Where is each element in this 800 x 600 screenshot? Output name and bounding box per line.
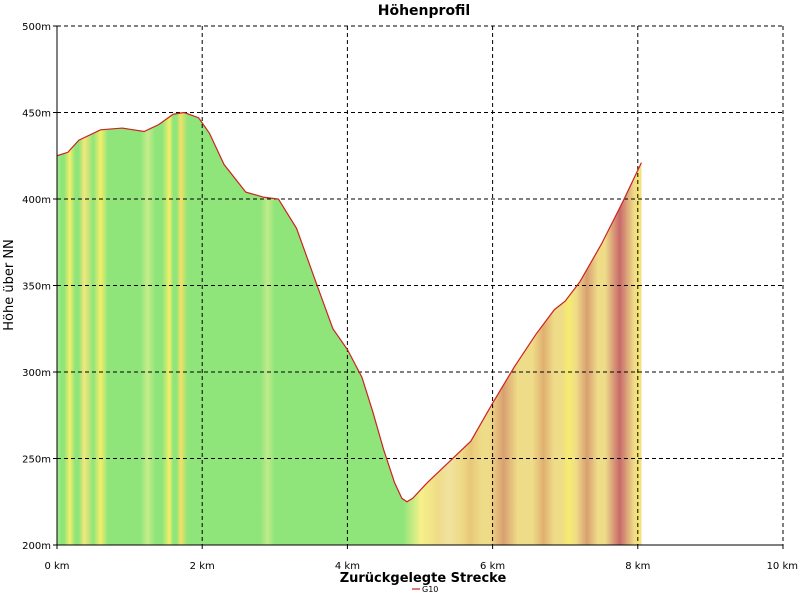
y-tick-label: 300m — [22, 368, 51, 379]
y-tick-label: 450m — [22, 109, 51, 120]
x-tick-label: 2 km — [190, 561, 215, 572]
x-axis-title: Zurückgelegte Strecke — [340, 571, 507, 586]
legend: G10 — [412, 585, 438, 594]
legend-label: G10 — [422, 585, 438, 594]
y-tick-label: 500m — [22, 22, 51, 33]
x-tick-label: 0 km — [44, 561, 69, 572]
y-tick-label: 250m — [22, 455, 51, 466]
series-lines — [56, 111, 642, 503]
x-tick-labels: 0 km 2 km 4 km 6 km 8 km 10 km — [44, 561, 798, 572]
area-layer — [57, 112, 642, 545]
x-tick-label: 10 km — [767, 561, 798, 572]
y-tick-label: 350m — [22, 282, 51, 293]
y-axis-title: Höhe über NN — [2, 239, 17, 331]
x-tick-label: 6 km — [480, 561, 505, 572]
y-tick-labels: 200m 250m 300m 350m 400m 450m 500m — [22, 22, 51, 552]
series-line-G10 — [56, 111, 642, 503]
axes — [53, 25, 784, 549]
y-tick-label: 200m — [22, 541, 51, 552]
y-tick-label: 400m — [22, 195, 51, 206]
x-tick-label: 8 km — [625, 561, 650, 572]
chart-title: Höhenprofil — [378, 3, 470, 19]
elevation-area-fill — [57, 112, 642, 545]
x-tick-label: 4 km — [335, 561, 360, 572]
